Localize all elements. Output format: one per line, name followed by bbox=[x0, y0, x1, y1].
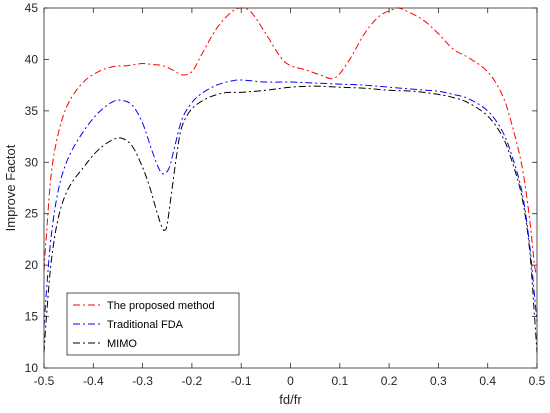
x-tick-label: -0.4 bbox=[83, 374, 104, 388]
series-line-mimo bbox=[43, 85, 538, 353]
series-line-traditional-fda bbox=[43, 79, 538, 327]
y-tick-label: 15 bbox=[25, 310, 39, 324]
y-tick-label: 25 bbox=[25, 207, 39, 221]
y-tick-label: 10 bbox=[25, 361, 39, 375]
x-tick-label: -0.2 bbox=[182, 374, 203, 388]
x-tick-label: 0.3 bbox=[430, 374, 447, 388]
x-tick-label: 0 bbox=[287, 374, 294, 388]
x-tick-label: -0.5 bbox=[34, 374, 55, 388]
x-tick-label: -0.1 bbox=[231, 374, 252, 388]
series-layer bbox=[43, 7, 538, 353]
x-tick-label: 0.4 bbox=[479, 374, 496, 388]
y-axis: 10 15 20 25 30 35 40 45 bbox=[25, 1, 537, 375]
y-axis-title: Improve Factot bbox=[3, 144, 18, 231]
x-axis: -0.5 -0.4 -0.3 -0.2 -0.1 0 0.1 0.2 0.3 0.4 0.5 bbox=[34, 8, 546, 388]
series-line-the-proposed-method bbox=[43, 7, 538, 276]
y-tick-label: 40 bbox=[25, 52, 39, 66]
legend-label: MIMO bbox=[107, 338, 137, 350]
x-tick-label: 0.5 bbox=[529, 374, 546, 388]
y-tick-label: 35 bbox=[25, 104, 39, 118]
legend: The proposed method Traditional FDA MIMO bbox=[66, 292, 240, 356]
x-tick-label: -0.3 bbox=[132, 374, 153, 388]
legend-label: The proposed method bbox=[107, 300, 215, 312]
legend-box bbox=[66, 292, 240, 356]
x-axis-title: fd/fr bbox=[279, 392, 302, 407]
x-tick-label: 0.2 bbox=[381, 374, 398, 388]
legend-label: Traditional FDA bbox=[107, 319, 184, 331]
y-tick-label: 20 bbox=[25, 258, 39, 272]
y-tick-label: 45 bbox=[25, 1, 39, 15]
y-tick-label: 30 bbox=[25, 155, 39, 169]
x-tick-label: 0.1 bbox=[331, 374, 348, 388]
